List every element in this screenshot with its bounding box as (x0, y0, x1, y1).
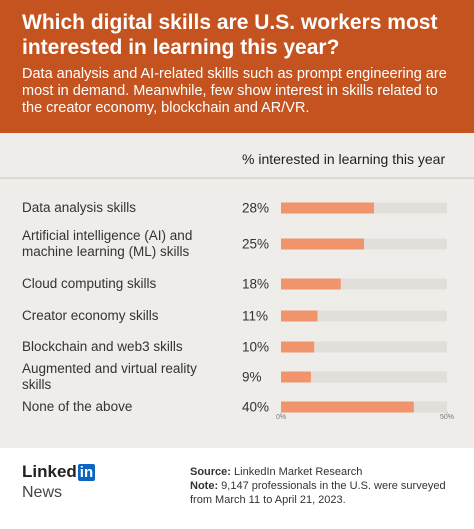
category-label: Augmented and virtual reality skills (22, 361, 197, 392)
category-label: Data analysis skills (22, 200, 137, 215)
logo-section: News (22, 484, 63, 501)
chart-subtitle: Data analysis and AI-related skills such… (22, 66, 447, 116)
category-label: Cloud computing skills (22, 276, 157, 291)
category-label: None of the above (22, 399, 133, 414)
category-label: Artificial intelligence (AI) and machine… (22, 228, 193, 259)
bar-track (281, 371, 447, 383)
note-text: 9,147 professionals in the U.S. were sur… (190, 480, 446, 506)
logo-text: Linked (22, 462, 77, 481)
logo-badge: in (77, 464, 96, 481)
category-label: Blockchain and web3 skills (22, 339, 183, 354)
bar-track (281, 310, 447, 322)
bar (281, 202, 374, 214)
source: Source: LinkedIn Market Research (190, 465, 460, 479)
value-label: 18% (242, 276, 270, 292)
value-label: 40% (242, 399, 270, 415)
bar (281, 238, 364, 250)
chart-panel (0, 133, 474, 448)
x-tick-label: 50% (439, 414, 455, 421)
bar (281, 310, 318, 322)
note-label: Note: (190, 480, 219, 492)
source-text: LinkedIn Market Research (234, 466, 363, 478)
value-label: 25% (242, 236, 270, 252)
bar (281, 341, 315, 353)
note: Note: 9,147 professionals in the U.S. we… (190, 479, 460, 507)
axis-title: % interested in learning this year (242, 151, 446, 167)
value-label: 10% (242, 339, 270, 355)
bar (281, 371, 311, 383)
value-label: 28% (242, 200, 270, 216)
bar (281, 401, 414, 413)
category-label: Creator economy skills (22, 308, 159, 323)
bar (281, 278, 341, 290)
logo: Linked in (22, 462, 96, 482)
chart-title: Which digital skills are U.S. workers mo… (22, 11, 438, 59)
value-label: 9% (242, 369, 262, 385)
x-tick-label: 0% (275, 414, 287, 421)
value-label: 11% (242, 308, 269, 324)
header-band (0, 0, 474, 133)
source-label: Source: (190, 466, 231, 478)
bar-track (281, 278, 447, 290)
bar-track (281, 341, 447, 353)
footnote: Source: LinkedIn Market Research Note: 9… (190, 465, 460, 507)
